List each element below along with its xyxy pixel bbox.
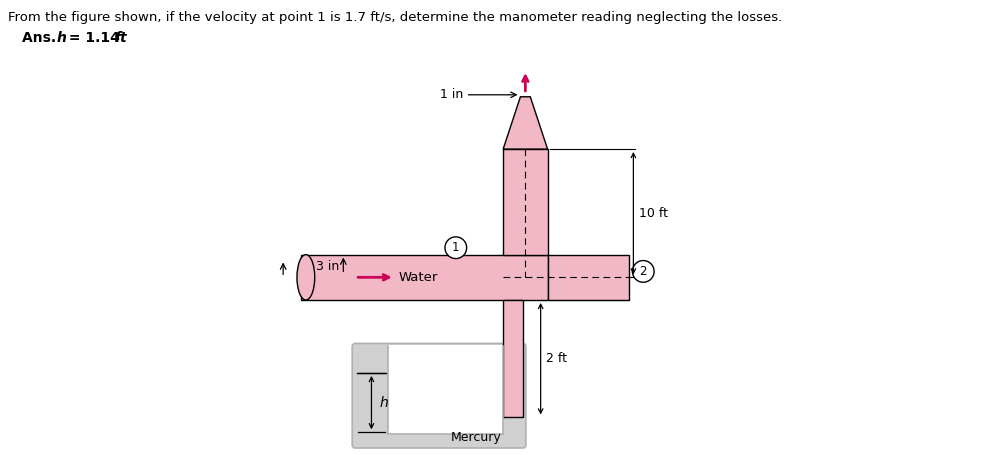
Text: 2: 2 [639, 265, 647, 278]
Text: Ans.: Ans. [22, 30, 61, 45]
Text: Water: Water [398, 271, 438, 284]
Text: Mercury: Mercury [451, 431, 501, 444]
Bar [503, 300, 523, 417]
Text: h: h [57, 30, 67, 45]
Text: 3 in: 3 in [316, 259, 340, 273]
Ellipse shape [297, 255, 315, 300]
Text: 1: 1 [452, 241, 460, 254]
Bar [387, 345, 503, 434]
Bar [503, 149, 547, 255]
Bar [301, 255, 547, 300]
Text: 2 ft: 2 ft [545, 352, 567, 365]
FancyBboxPatch shape [353, 344, 526, 448]
Text: 10 ft: 10 ft [639, 207, 668, 220]
Bar [547, 255, 630, 300]
Circle shape [633, 261, 654, 282]
Text: 1 in: 1 in [441, 88, 464, 101]
Text: From the figure shown, if the velocity at point 1 is 1.7 ft/s, determine the man: From the figure shown, if the velocity a… [8, 11, 782, 24]
Text: = 1.14: = 1.14 [65, 30, 125, 45]
Circle shape [445, 237, 467, 258]
Polygon shape [503, 97, 547, 149]
Text: h: h [379, 395, 388, 410]
Text: ft: ft [114, 30, 127, 45]
